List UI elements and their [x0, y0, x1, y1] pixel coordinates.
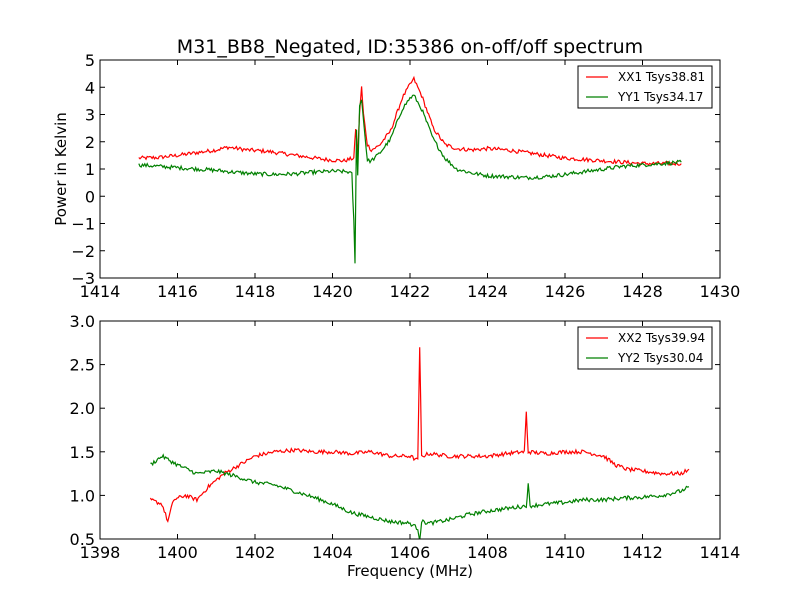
- y-tick-label: 2: [85, 133, 95, 152]
- x-tick-label: 1408: [467, 543, 508, 562]
- series-line-yy: [138, 94, 682, 264]
- x-tick-label: 1412: [622, 543, 663, 562]
- x-tick-label: 1422: [390, 282, 431, 301]
- x-tick-label: 1404: [312, 543, 353, 562]
- x-tick-label: 1416: [157, 282, 198, 301]
- x-tick-label: 1398: [80, 543, 121, 562]
- y-tick-label: −3: [71, 269, 95, 288]
- y-tick-label: 1.0: [70, 486, 95, 505]
- legend-entry: XX1 Tsys38.81: [618, 70, 705, 84]
- y-tick-label: −2: [71, 242, 95, 261]
- legend-box: [577, 326, 713, 370]
- series-line-xx: [138, 75, 682, 167]
- legend-entry: YY1 Tsys34.17: [617, 90, 703, 104]
- y-tick-label: 1.5: [70, 443, 95, 462]
- legend-box: [577, 65, 713, 109]
- x-tick-label: 1426: [545, 282, 586, 301]
- x-tick-label: 1428: [622, 282, 663, 301]
- x-tick-label: 1402: [235, 543, 276, 562]
- y-tick-label: 0.5: [70, 530, 95, 549]
- bottom-axis-ticks: 1398 1400 1402 1404 1406 1408 1410 1412 1414 0.5 1…: [70, 312, 741, 562]
- x-tick-label: 1424: [467, 282, 508, 301]
- series-line-yy: [150, 453, 690, 539]
- bottom-plot-area: [149, 347, 690, 539]
- x-tick-label: 1400: [157, 543, 198, 562]
- y-tick-label: 2.0: [70, 399, 95, 418]
- legend-entry: XX2 Tsys39.94: [618, 331, 705, 345]
- x-tick-label: 1406: [390, 543, 431, 562]
- top-chart-panel: M31_BB8_Negated, ID:35386 on-off/off spe…: [52, 36, 740, 301]
- legend-entry: YY2 Tsys30.04: [617, 351, 703, 365]
- top-legend: XX1 Tsys38.81 YY1 Tsys34.17: [577, 65, 713, 109]
- top-plot-area: [138, 75, 682, 264]
- x-tick-label: 1410: [545, 543, 586, 562]
- x-tick-label: 1418: [235, 282, 276, 301]
- x-tick-label: 1414: [80, 282, 121, 301]
- y-tick-label: −1: [71, 215, 95, 234]
- y-tick-label: 3.0: [70, 312, 95, 331]
- y-axis-label: Power in Kelvin: [52, 112, 70, 226]
- y-tick-label: 5: [85, 51, 95, 70]
- x-axis-label: Frequency (MHz): [347, 562, 473, 580]
- x-tick-label: 1414: [700, 543, 741, 562]
- top-axis-ticks: 1414 1416 1418 1420 1422 1424 1426 1428 1430−3−2…: [71, 51, 740, 301]
- y-tick-label: 0: [85, 187, 95, 206]
- y-tick-label: 2.5: [70, 356, 95, 375]
- y-tick-label: 4: [85, 78, 95, 97]
- x-tick-label: 1430: [700, 282, 741, 301]
- x-tick-label: 1420: [312, 282, 353, 301]
- series-line-xx: [149, 347, 690, 523]
- chart-title: M31_BB8_Negated, ID:35386 on-off/off spe…: [177, 36, 643, 58]
- bottom-legend: XX2 Tsys39.94 YY2 Tsys30.04: [577, 326, 713, 370]
- bottom-chart-panel: Frequency (MHz) 1398 1400 1402 1404 1406 1408…: [70, 312, 741, 580]
- y-tick-label: 1: [85, 160, 95, 179]
- y-tick-label: 3: [85, 106, 95, 125]
